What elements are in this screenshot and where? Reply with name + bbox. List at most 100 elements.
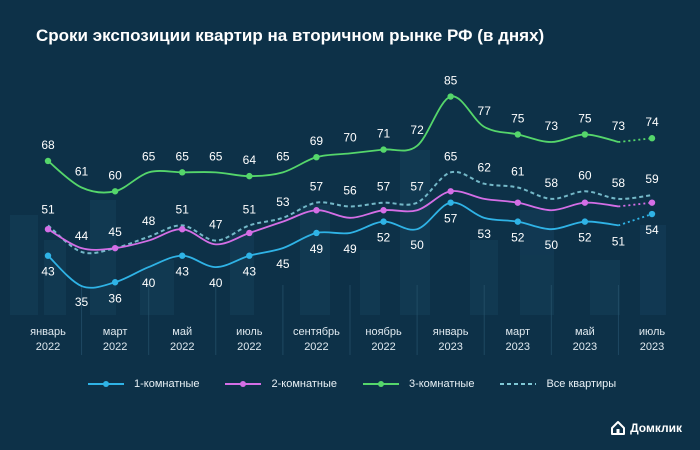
data-label-s1: 52 xyxy=(511,231,525,245)
data-label-sall: 58 xyxy=(612,176,626,190)
data-label-s3: 73 xyxy=(545,119,559,133)
x-tick-label: сентябрь xyxy=(293,326,340,338)
point-s2 xyxy=(246,229,253,237)
data-label-sall: 56 xyxy=(343,183,357,197)
data-label-s3: 74 xyxy=(645,115,659,129)
legend-item-1room: 1-комнатные xyxy=(88,378,199,390)
point-s1 xyxy=(447,199,454,206)
data-label-sall: 48 xyxy=(142,214,156,228)
point-s1 xyxy=(111,279,119,286)
point-s3 xyxy=(447,93,454,100)
legend-label-1room: 1-комнатные xyxy=(134,378,200,390)
legend-item-all: Все квартиры xyxy=(500,378,616,390)
x-tick-label-year: 2023 xyxy=(573,341,597,353)
data-label-s3: 64 xyxy=(243,153,257,167)
point-s2 xyxy=(447,188,454,195)
data-label-s3: 85 xyxy=(444,74,458,88)
series-line-sall xyxy=(47,170,653,255)
data-label-s3: 65 xyxy=(176,149,190,163)
series-line-forecast-s3 xyxy=(618,137,653,143)
point-s3 xyxy=(581,131,589,138)
data-label-s1: 36 xyxy=(108,291,122,305)
brand-logo: Домклик xyxy=(610,420,682,436)
x-tick-label: март xyxy=(505,326,530,338)
data-label-s1: 50 xyxy=(410,238,424,252)
data-label-s3: 70 xyxy=(343,130,357,144)
point-s3 xyxy=(514,131,521,138)
data-label-s3: 65 xyxy=(142,149,156,163)
data-label-s1: 35 xyxy=(75,295,89,309)
x-tick-label: июль xyxy=(236,326,263,338)
legend-item-3room: 3-комнатные xyxy=(362,378,474,390)
data-label-sall: 57 xyxy=(377,180,391,194)
x-tick-label-year: 2022 xyxy=(103,341,127,353)
data-label-s1: 57 xyxy=(444,212,458,226)
point-s1 xyxy=(514,218,521,225)
x-tick-label-year: 2022 xyxy=(371,341,395,353)
data-label-s1: 52 xyxy=(578,231,592,245)
data-label-sall: 62 xyxy=(478,161,492,175)
point-s3 xyxy=(648,135,656,142)
point-s2 xyxy=(514,199,521,206)
x-tick-label: июль xyxy=(639,326,666,338)
x-tick-label-year: 2023 xyxy=(438,341,462,353)
data-label-sall: 53 xyxy=(276,195,290,209)
point-s1 xyxy=(313,229,320,237)
data-label-sall: 58 xyxy=(545,176,559,190)
data-label-s1: 43 xyxy=(176,265,190,279)
x-tick-label-year: 2022 xyxy=(237,341,261,353)
data-label-s1: 43 xyxy=(41,265,55,279)
x-tick-label: март xyxy=(103,326,128,338)
data-label-sall: 60 xyxy=(578,168,592,182)
x-tick-label: май xyxy=(575,326,595,338)
legend-swatch-1room xyxy=(88,381,124,387)
point-s1 xyxy=(581,218,589,225)
data-label-s3: 61 xyxy=(75,165,89,179)
x-tick-label: январь xyxy=(433,326,469,338)
point-s3 xyxy=(111,188,119,195)
data-label-s3: 65 xyxy=(209,149,223,163)
brand-name: Домклик xyxy=(630,421,682,435)
data-label-s3: 60 xyxy=(108,168,122,182)
data-label-s1: 52 xyxy=(377,231,391,245)
point-s2 xyxy=(44,225,52,233)
data-label-s3: 69 xyxy=(310,134,324,148)
data-label-s1: 45 xyxy=(276,257,290,271)
data-label-sall: 65 xyxy=(444,149,458,163)
data-label-s3: 77 xyxy=(478,104,492,118)
point-s3 xyxy=(44,157,52,165)
x-tick-label: ноябрь xyxy=(365,326,402,338)
data-label-sall: 45 xyxy=(108,225,122,239)
data-label-s1: 53 xyxy=(478,227,492,241)
data-label-s1: 51 xyxy=(612,234,626,248)
x-tick-label-year: 2022 xyxy=(170,341,194,353)
legend-label-2room: 2-комнатные xyxy=(271,378,337,390)
legend-item-2room: 2-комнатные xyxy=(225,378,337,390)
legend-swatch-all xyxy=(500,383,537,385)
data-label-sall: 59 xyxy=(645,172,659,186)
data-label-sall: 51 xyxy=(176,202,190,216)
point-s1 xyxy=(648,210,656,218)
series-line-forecast-s2 xyxy=(618,201,653,208)
point-s2 xyxy=(179,225,186,233)
house-logo-icon xyxy=(611,421,626,435)
data-label-sall: 61 xyxy=(511,165,525,179)
data-label-s1: 50 xyxy=(545,238,559,252)
legend-swatch-3room xyxy=(362,381,399,387)
data-label-s3: 73 xyxy=(612,119,626,133)
point-s2 xyxy=(111,244,119,252)
data-label-s3: 68 xyxy=(41,138,55,152)
data-label-s1: 43 xyxy=(243,265,257,279)
data-label-s3: 72 xyxy=(410,123,424,137)
legend-label-all: Все квартиры xyxy=(546,378,617,390)
data-label-sall: 57 xyxy=(310,180,324,194)
chart-legend: 1-комнатные 2-комнатные 3-комнатные Все … xyxy=(88,378,648,390)
data-label-sall: 47 xyxy=(209,218,223,232)
x-tick-label: май xyxy=(172,326,192,338)
point-s2 xyxy=(313,207,320,214)
point-s1 xyxy=(179,252,186,259)
data-label-s1: 49 xyxy=(343,242,357,256)
data-label-sall: 51 xyxy=(41,202,55,216)
data-label-sall: 51 xyxy=(243,202,257,216)
